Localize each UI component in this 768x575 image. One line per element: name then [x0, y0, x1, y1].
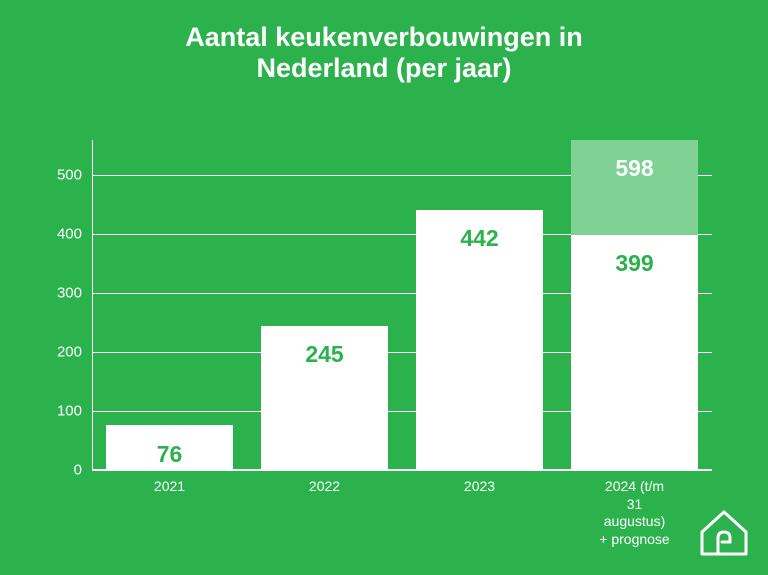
plot-area: 0100200300400500762021245202244220235983…: [92, 140, 712, 470]
y-tick-label: 100: [57, 403, 82, 420]
x-category-label: 2022: [309, 478, 340, 496]
bar-label: 76: [157, 441, 183, 468]
prognosis-label: 598: [615, 155, 653, 182]
chart-canvas: Aantal keukenverbouwingen in Nederland (…: [0, 0, 768, 575]
y-tick-label: 300: [57, 285, 82, 302]
y-axis: [92, 140, 93, 470]
bar-label: 399: [615, 250, 653, 277]
x-category-label: 2024 (t/m 31 augustus) + prognose: [596, 478, 674, 548]
prognosis-bar: [571, 140, 698, 235]
y-tick-label: 0: [74, 462, 82, 479]
house-logo-icon: [698, 508, 750, 561]
x-category-label: 2021: [154, 478, 185, 496]
chart-title: Aantal keukenverbouwingen in Nederland (…: [0, 22, 768, 84]
bar-label: 245: [305, 341, 343, 368]
bar-label: 442: [460, 225, 498, 252]
x-category-label: 2023: [464, 478, 495, 496]
grid-line: [92, 470, 712, 471]
y-tick-label: 500: [57, 167, 82, 184]
y-tick-label: 400: [57, 226, 82, 243]
y-tick-label: 200: [57, 344, 82, 361]
